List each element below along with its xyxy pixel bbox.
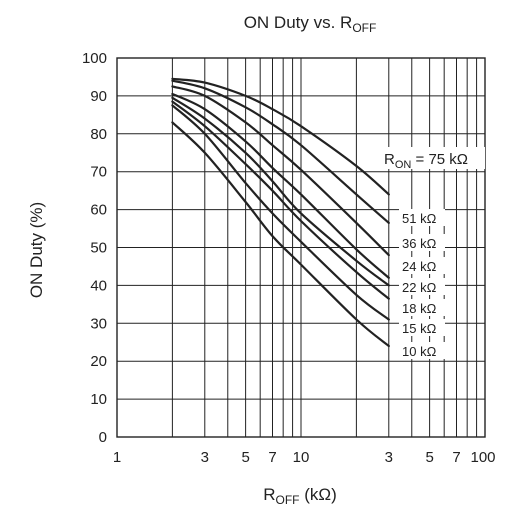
- y-tick-label: 100: [82, 50, 107, 67]
- curve-label: 10 kΩ: [402, 344, 437, 359]
- label-backdrop: [399, 257, 445, 274]
- curve-labels: RON = 75 kΩ 51 kΩ 36 kΩ 24 kΩ 22 kΩ 18 kΩ 15 k…: [381, 147, 485, 359]
- curve-label: 24 kΩ: [402, 259, 437, 274]
- y-tick-label: 0: [99, 429, 107, 446]
- y-tick-labels: 0 10 20 30 40 50 60 70 80 90 100: [82, 50, 107, 446]
- y-tick-label: 70: [90, 164, 107, 181]
- curve-36k: [171, 85, 390, 257]
- curve-18k: [171, 100, 390, 300]
- chart-title: ON Duty vs. ROFF: [244, 13, 377, 35]
- x-tick-label: 3: [385, 449, 393, 466]
- label-backdrop: [399, 209, 445, 226]
- curve-51k: [171, 79, 390, 224]
- x-tick-label: 7: [452, 449, 460, 466]
- x-axis-title: ROFF (kΩ): [263, 485, 337, 507]
- x-tick-label: 5: [425, 449, 433, 466]
- curve-label-75k: RON = 75 kΩ: [384, 151, 468, 171]
- label-backdrop: [399, 299, 445, 316]
- curve-10k: [171, 121, 390, 348]
- curve-label: 22 kΩ: [402, 280, 437, 295]
- x-tick-label: 7: [268, 449, 276, 466]
- curves: [171, 77, 390, 348]
- curve-24k: [171, 92, 390, 279]
- curve-22k: [171, 96, 390, 287]
- curve-label: 15 kΩ: [402, 321, 437, 336]
- curve-label: 18 kΩ: [402, 301, 437, 316]
- label-backdrop: [399, 234, 445, 251]
- curve-label: 36 kΩ: [402, 236, 437, 251]
- x-tick-label: 1: [113, 449, 121, 466]
- label-backdrop: [381, 147, 485, 169]
- plot-frame: [116, 57, 486, 438]
- label-backdrop: [399, 342, 445, 359]
- y-tick-label: 50: [90, 240, 107, 257]
- y-tick-label: 30: [90, 315, 107, 332]
- y-tick-label: 90: [90, 88, 107, 105]
- x-tick-label: 10: [293, 449, 310, 466]
- label-backdrop: [399, 278, 445, 295]
- label-backdrop: [399, 319, 445, 336]
- y-tick-label: 60: [90, 202, 107, 219]
- curve-15k: [171, 104, 390, 321]
- y-tick-label: 40: [90, 277, 107, 294]
- x-tick-label: 100: [470, 449, 495, 466]
- y-tick-label: 10: [90, 391, 107, 408]
- x-tick-label: 5: [241, 449, 249, 466]
- y-tick-label: 80: [90, 126, 107, 143]
- curve-label: 51 kΩ: [402, 211, 437, 226]
- x-tick-labels: 1 3 5 7 10 3 5 7 100: [113, 449, 496, 466]
- x-tick-label: 3: [201, 449, 209, 466]
- curve-75k: [171, 77, 390, 196]
- y-axis-title: ON Duty (%): [27, 202, 46, 298]
- y-tick-label: 20: [90, 353, 107, 370]
